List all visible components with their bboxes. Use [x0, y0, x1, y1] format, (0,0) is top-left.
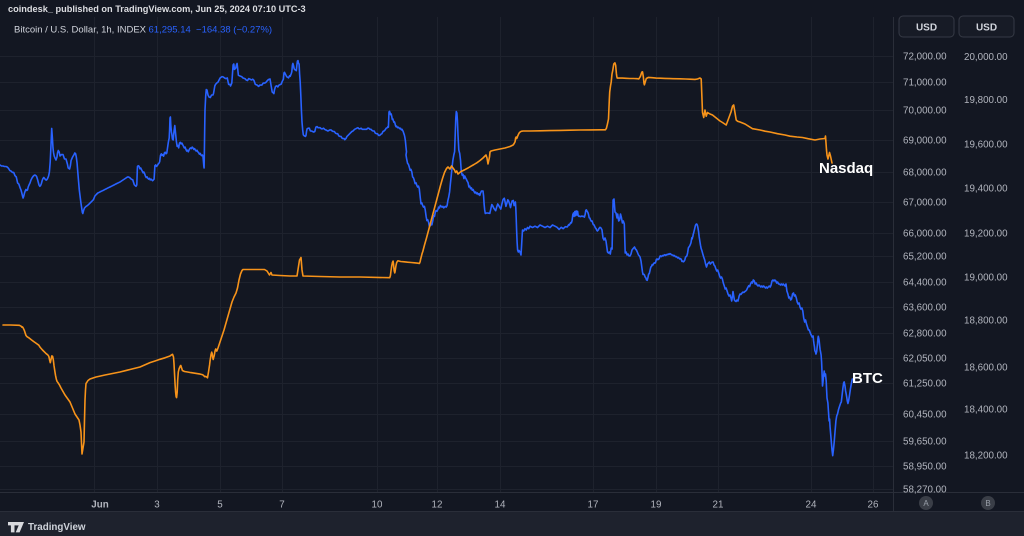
svg-text:A: A: [923, 499, 929, 508]
svg-text:coindesk_ published on Trading: coindesk_ published on TradingView.com, …: [8, 4, 306, 14]
svg-text:19,000.00: 19,000.00: [964, 273, 1008, 284]
svg-text:20,000.00: 20,000.00: [964, 52, 1008, 63]
svg-text:18,800.00: 18,800.00: [964, 316, 1008, 327]
svg-text:59,650.00: 59,650.00: [903, 437, 947, 448]
svg-text:19,800.00: 19,800.00: [964, 95, 1008, 106]
svg-text:71,000.00: 71,000.00: [903, 78, 947, 89]
svg-text:62,050.00: 62,050.00: [903, 354, 947, 365]
svg-text:60,450.00: 60,450.00: [903, 410, 947, 421]
svg-text:TradingView: TradingView: [28, 522, 86, 533]
svg-text:19,600.00: 19,600.00: [964, 140, 1008, 151]
svg-text:61,250.00: 61,250.00: [903, 379, 947, 390]
svg-text:B: B: [985, 499, 990, 508]
svg-text:58,270.00: 58,270.00: [903, 485, 947, 496]
svg-text:3: 3: [154, 500, 160, 511]
svg-text:69,000.00: 69,000.00: [903, 136, 947, 147]
svg-text:65,200.00: 65,200.00: [903, 252, 947, 263]
svg-text:66,000.00: 66,000.00: [903, 229, 947, 240]
svg-text:72,000.00: 72,000.00: [903, 52, 947, 63]
svg-text:USD: USD: [976, 23, 997, 34]
svg-text:BTC: BTC: [852, 370, 883, 387]
svg-text:64,400.00: 64,400.00: [903, 278, 947, 289]
svg-text:7: 7: [279, 500, 284, 511]
svg-text:70,000.00: 70,000.00: [903, 106, 947, 117]
svg-text:62,800.00: 62,800.00: [903, 329, 947, 340]
svg-text:10: 10: [372, 500, 383, 511]
svg-text:68,000.00: 68,000.00: [903, 168, 947, 179]
svg-text:21: 21: [713, 500, 724, 511]
svg-text:5: 5: [217, 500, 223, 511]
svg-text:Nasdaq: Nasdaq: [819, 160, 873, 177]
svg-text:67,000.00: 67,000.00: [903, 198, 947, 209]
svg-text:12: 12: [432, 500, 443, 511]
svg-text:26: 26: [868, 500, 879, 511]
svg-text:18,400.00: 18,400.00: [964, 405, 1008, 416]
svg-text:18,200.00: 18,200.00: [964, 451, 1008, 462]
svg-text:Bitcoin / U.S. Dollar, 1h, IND: Bitcoin / U.S. Dollar, 1h, INDEX: [14, 25, 147, 36]
svg-text:63,600.00: 63,600.00: [903, 303, 947, 314]
svg-text:61,295.14 −164.38 (−0.27%): 61,295.14 −164.38 (−0.27%): [149, 25, 273, 36]
svg-text:24: 24: [806, 500, 817, 511]
svg-text:18,600.00: 18,600.00: [964, 363, 1008, 374]
svg-text:17: 17: [588, 500, 599, 511]
svg-text:19,200.00: 19,200.00: [964, 229, 1008, 240]
svg-text:14: 14: [495, 500, 506, 511]
svg-text:19,400.00: 19,400.00: [964, 184, 1008, 195]
svg-text:Jun: Jun: [91, 500, 108, 511]
svg-text:USD: USD: [916, 23, 937, 34]
svg-text:58,950.00: 58,950.00: [903, 462, 947, 473]
svg-text:19: 19: [651, 500, 662, 511]
